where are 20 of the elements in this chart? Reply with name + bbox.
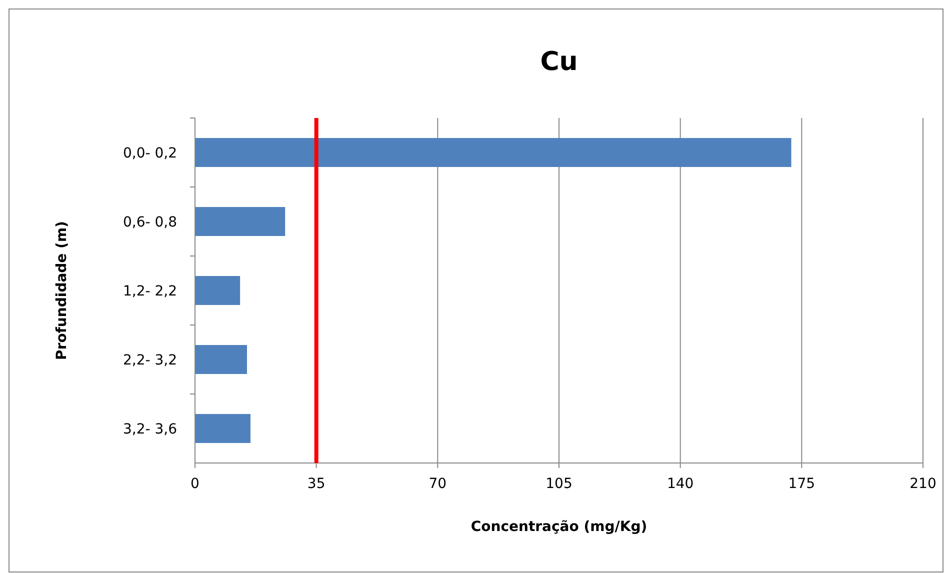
x-tick-label: 35 — [307, 476, 326, 492]
y-tick-label: 0,6- 0,8 — [122, 214, 177, 230]
bar — [195, 276, 240, 305]
y-tick-label: 2,2- 3,2 — [122, 352, 177, 368]
y-tick-label: 0,0- 0,2 — [122, 146, 177, 162]
x-axis-title: Concentração (mg/Kg) — [470, 519, 648, 535]
x-tick-label: 210 — [910, 476, 936, 492]
bar — [195, 207, 286, 236]
x-tick-label: 140 — [666, 476, 694, 492]
x-tick-label: 0 — [190, 476, 200, 492]
x-tick-label: 105 — [546, 476, 572, 492]
x-tick-label: 70 — [428, 476, 447, 492]
chart-title: Cu — [540, 47, 578, 77]
y-axis-title: Profundidade (m) — [54, 221, 70, 360]
bar — [195, 138, 792, 167]
y-tick-label: 3,2- 3,6 — [122, 422, 178, 438]
x-tick-label: 175 — [788, 476, 816, 492]
y-tick-label: 1,2- 2,2 — [122, 284, 177, 300]
bar — [195, 414, 250, 443]
bar — [195, 345, 247, 374]
